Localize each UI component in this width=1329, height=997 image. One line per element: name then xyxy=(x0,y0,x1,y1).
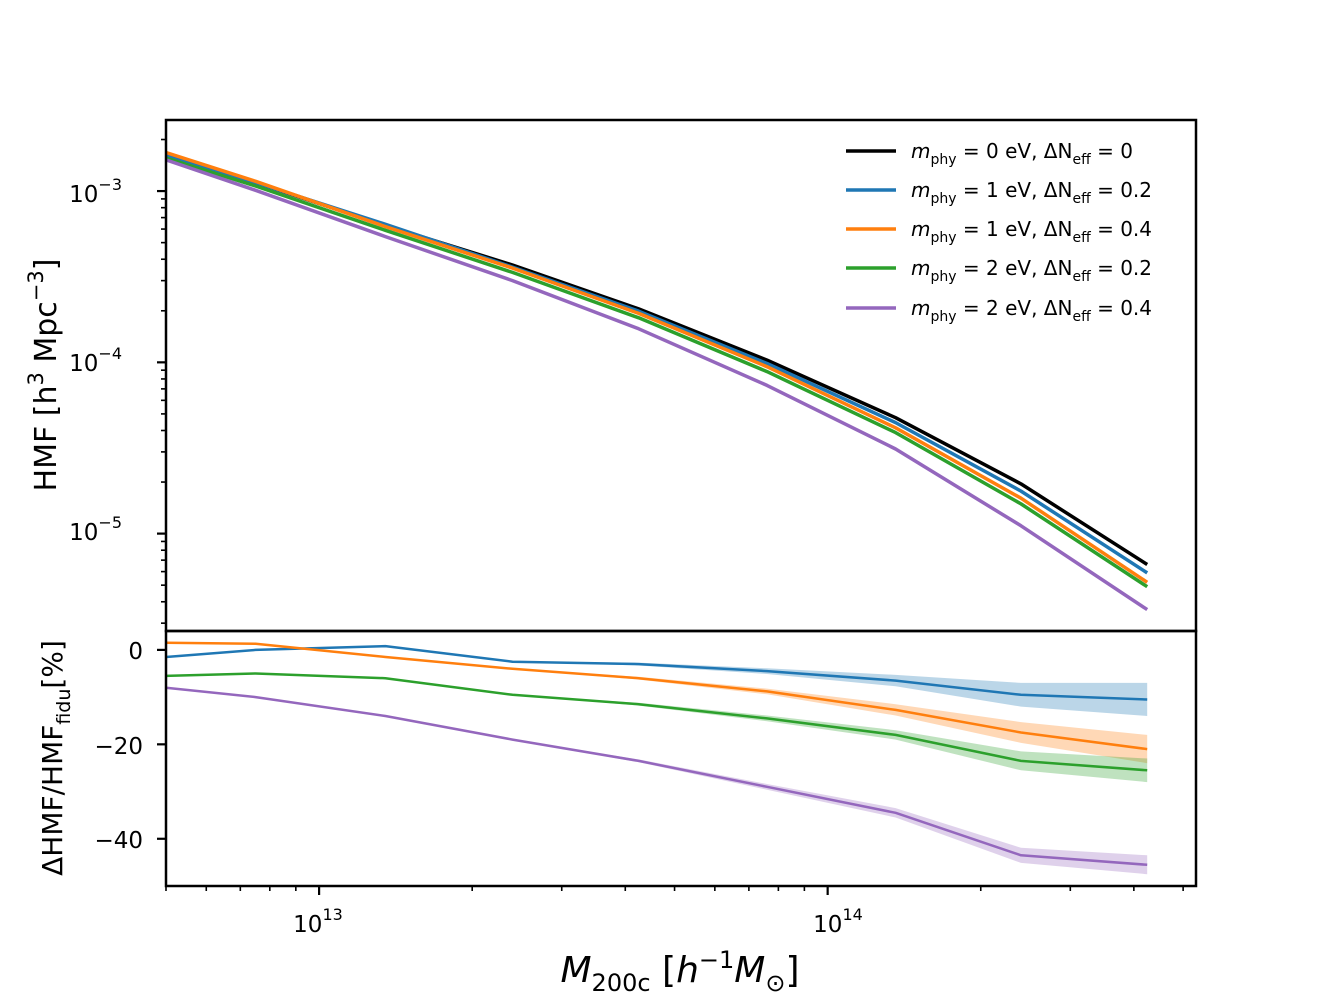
top-y-ticks xyxy=(157,138,166,624)
top-panel: 10−5 10−4 10−3 HMF [h3 Mpc−3] mphy = 0 e… xyxy=(24,118,1198,633)
bottom-error-bands xyxy=(166,642,1148,875)
legend-label-0: mphy = 0 eV, ΔNeff = 0 xyxy=(911,139,1133,168)
top-series-line-2 xyxy=(165,150,1149,584)
bottom-error-band-3 xyxy=(166,687,1148,875)
bottom-ytick-label-minus20: −20 xyxy=(94,734,143,760)
bottom-series-line-2 xyxy=(165,672,1148,772)
top-ytick-label-1e-3: 10−3 xyxy=(69,175,122,208)
legend-label-3: mphy = 2 eV, ΔNeff = 0.2 xyxy=(911,256,1152,285)
top-y-axis-label: HMF [h3 Mpc−3] xyxy=(24,259,64,492)
bottom-series-line-1 xyxy=(165,641,1148,751)
legend-label-1: mphy = 1 eV, ΔNeff = 0.2 xyxy=(911,178,1152,207)
xtick-label-1e13: 1013 xyxy=(293,905,343,938)
bottom-axes-frame xyxy=(164,629,1198,888)
bottom-error-band-2 xyxy=(166,673,1148,783)
bottom-ytick-label-minus40: −40 xyxy=(94,828,143,854)
bottom-series-line-0 xyxy=(165,644,1148,701)
legend-label-2: mphy = 1 eV, ΔNeff = 0.4 xyxy=(911,217,1152,246)
top-series-line-4 xyxy=(165,158,1149,612)
bottom-y-axis-label: ΔHMF/HMFfidu[%] xyxy=(36,640,75,876)
bottom-series-lines xyxy=(165,641,1148,867)
bottom-x-ticks xyxy=(165,886,1184,895)
top-series-line-0 xyxy=(165,152,1149,566)
legend: mphy = 0 eV, ΔNeff = 0 mphy = 1 eV, ΔNef… xyxy=(846,139,1152,325)
x-axis-label: M200c [h−1M⊙] xyxy=(560,946,799,997)
legend-label-4: mphy = 2 eV, ΔNeff = 0.4 xyxy=(911,296,1152,325)
bottom-panel: 0 −20 −40 1013 1014 ΔHMF/HMFfidu[%] M200… xyxy=(36,629,1198,997)
top-ytick-label-1e-5: 10−5 xyxy=(69,513,122,546)
bottom-ytick-label-0: 0 xyxy=(128,639,143,665)
bottom-y-ticks xyxy=(157,648,166,840)
bottom-series-line-3 xyxy=(165,686,1148,867)
top-ytick-label-1e-4: 10−4 xyxy=(69,344,122,377)
legend-entry-1: mphy = 1 eV, ΔNeff = 0.2 xyxy=(846,178,1152,207)
xtick-label-1e14: 1014 xyxy=(813,905,863,938)
top-series-lines xyxy=(165,150,1149,612)
top-series-line-3 xyxy=(165,156,1149,589)
bottom-error-band-0 xyxy=(166,646,1148,716)
legend-entry-3: mphy = 2 eV, ΔNeff = 0.2 xyxy=(846,256,1152,285)
legend-entry-0: mphy = 0 eV, ΔNeff = 0 xyxy=(846,139,1133,168)
legend-entry-4: mphy = 2 eV, ΔNeff = 0.4 xyxy=(846,296,1152,325)
legend-entry-2: mphy = 1 eV, ΔNeff = 0.4 xyxy=(846,217,1152,246)
